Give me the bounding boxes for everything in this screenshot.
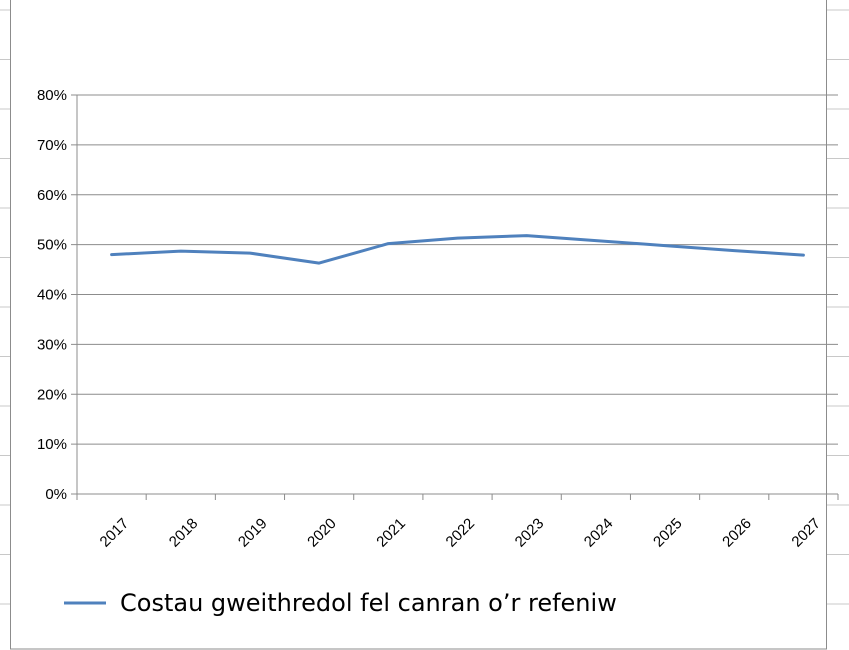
legend: Costau gweithredol fel canran o’r refeni…	[64, 589, 617, 617]
chart-frame	[10, 0, 827, 650]
y-tick-label: 30%	[37, 336, 67, 353]
y-tick-label: 50%	[37, 237, 67, 254]
y-tick-label: 40%	[37, 287, 67, 304]
y-axis-ticks: 0% 10% 20% 30% 40% 50% 60% 70% 80%	[37, 87, 78, 503]
y-tick-label: 80%	[37, 87, 67, 104]
legend-label: Costau gweithredol fel canran o’r refeni…	[120, 589, 617, 617]
y-tick-label: 20%	[37, 386, 67, 403]
y-tick-label: 0%	[45, 486, 67, 503]
series-line	[110, 234, 805, 265]
y-tick-label: 70%	[37, 137, 67, 154]
y-tick-label: 60%	[37, 187, 67, 204]
series-group	[110, 234, 805, 265]
y-tick-label: 10%	[37, 436, 67, 453]
gridlines	[77, 94, 838, 495]
